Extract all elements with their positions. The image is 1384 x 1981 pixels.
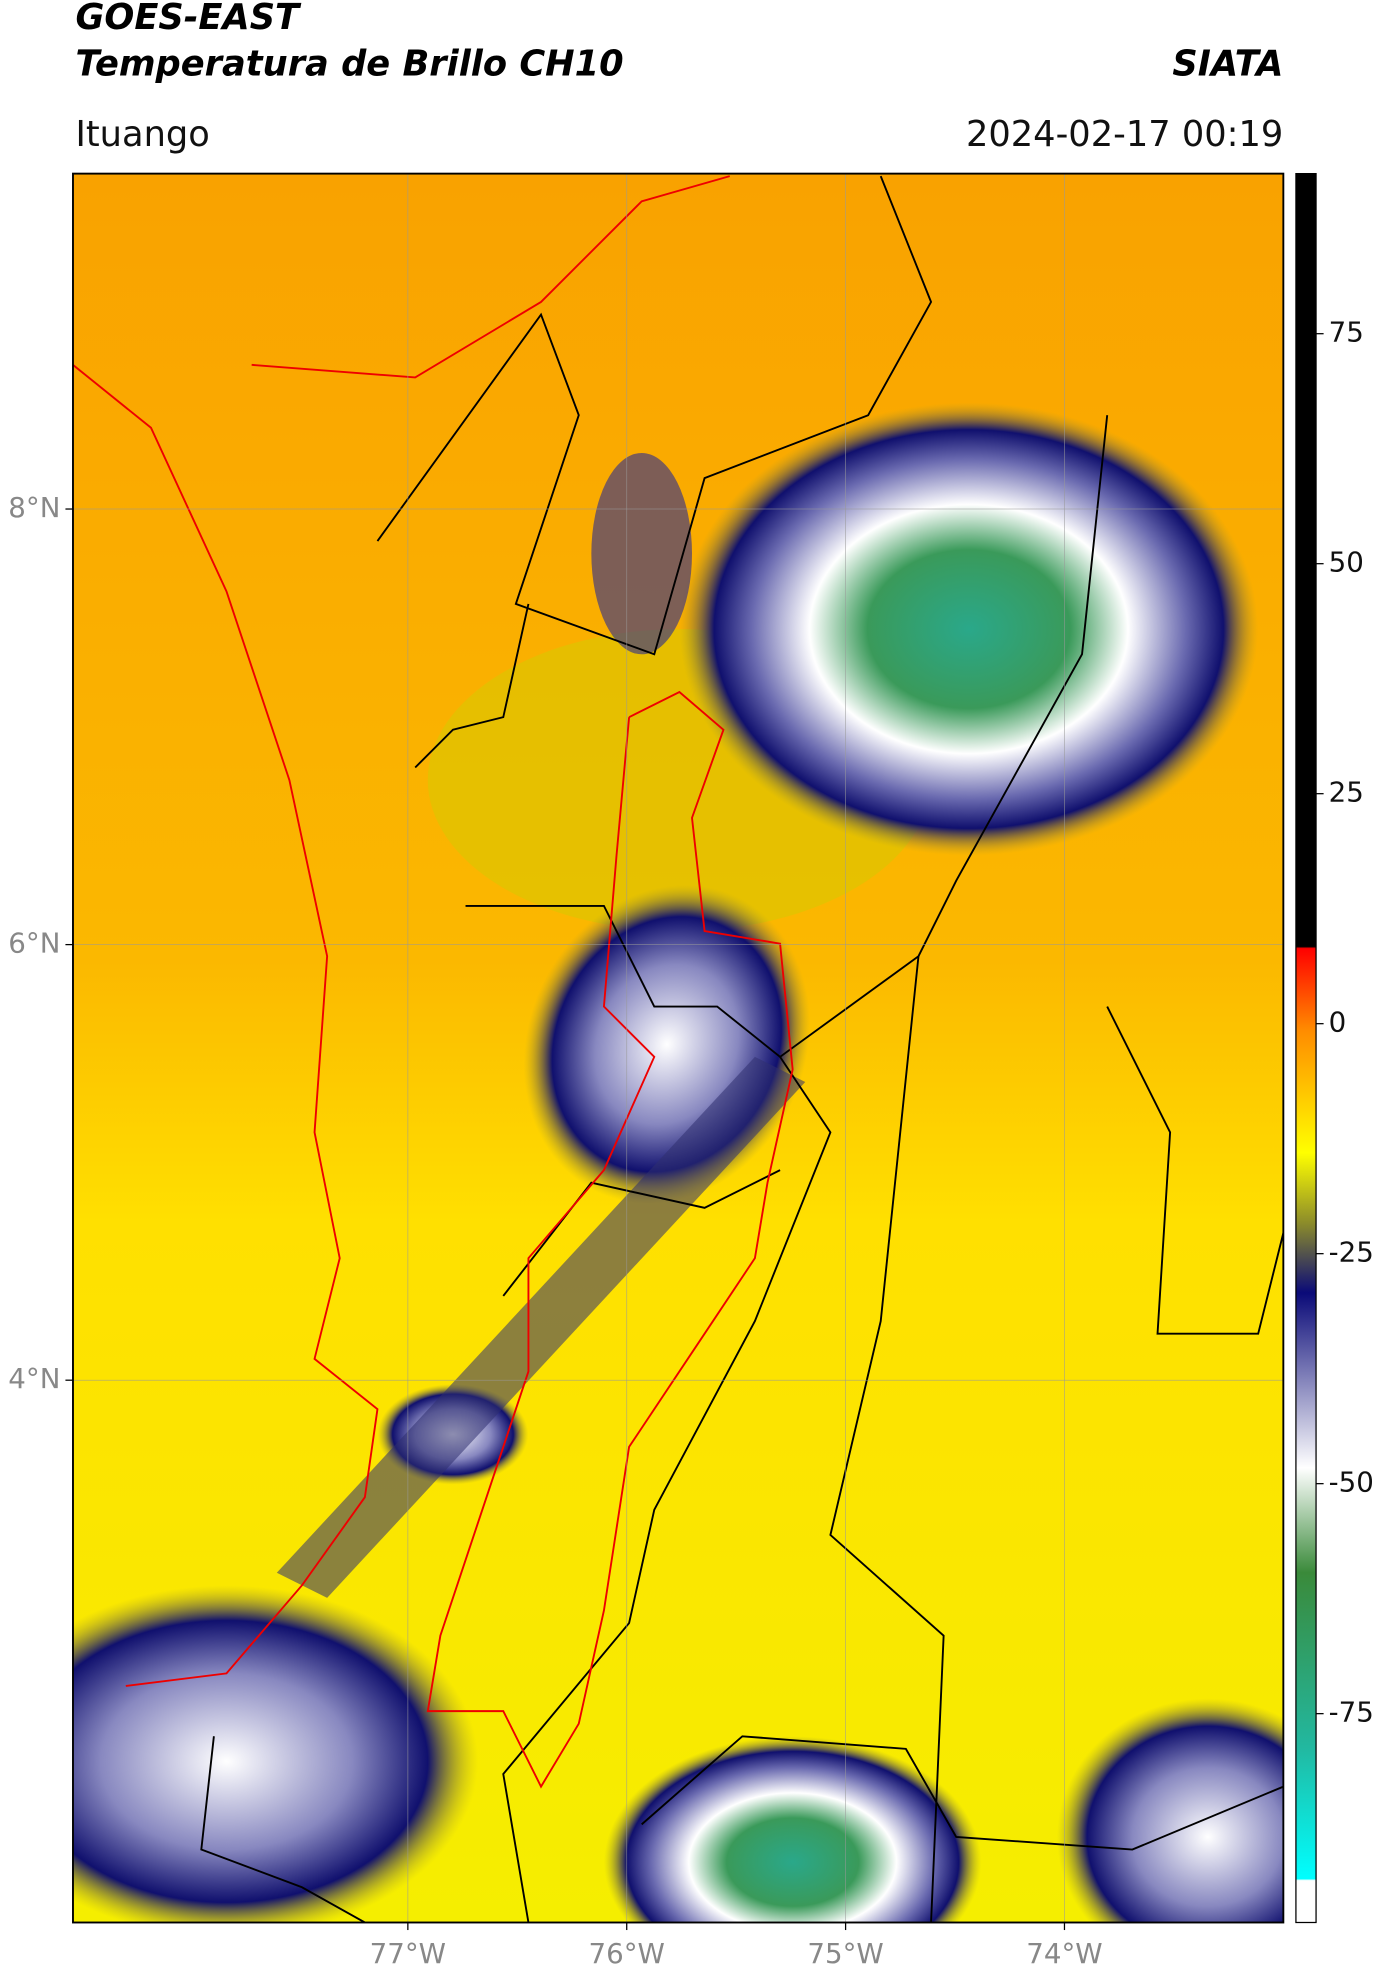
colorbar-tick-label: -25: [1329, 1236, 1374, 1269]
colorbar-tick-label: 75: [1329, 316, 1364, 349]
title: GOES-EAST: [75, 0, 302, 38]
graticule: 77°W 76°W 75°W 74°W 8°N 6°N 4°N: [8, 173, 1284, 1970]
timestamp: 2024-02-17 00:19: [966, 114, 1283, 155]
lat-tick-label: 6°N: [8, 927, 60, 960]
location: Ituango: [75, 114, 209, 155]
lat-tick-label: 8°N: [8, 491, 60, 524]
colorbar-ticks: 75 50 25 0 -25 -50 -75: [1316, 316, 1374, 1729]
subtitle: Temperatura de Brillo CH10: [75, 43, 623, 84]
map-frame: [72, 172, 1285, 1924]
colorbar-tick-label: 0: [1329, 1006, 1347, 1039]
colorbar-tick-label: 50: [1329, 546, 1364, 579]
lon-tick-label: 76°W: [589, 1937, 665, 1970]
colorbar: [1295, 172, 1317, 1924]
colorbar-tick-label: -50: [1329, 1466, 1374, 1499]
lat-tick-label: 4°N: [8, 1362, 60, 1395]
lon-tick-label: 75°W: [807, 1937, 883, 1970]
colorbar-tick-label: 25: [1329, 776, 1364, 809]
lon-tick-label: 74°W: [1026, 1937, 1102, 1970]
map-image: [72, 173, 1284, 1923]
source: SIATA: [1172, 43, 1283, 84]
lon-tick-label: 77°W: [370, 1937, 446, 1970]
colorbar-tick-label: -75: [1329, 1696, 1374, 1729]
